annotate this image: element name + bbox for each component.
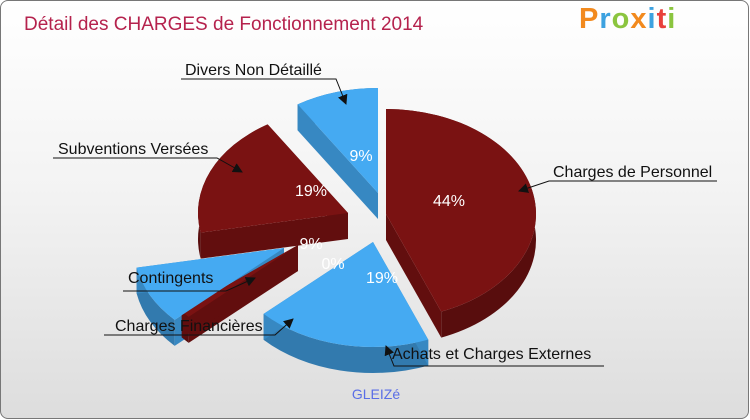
chart-title: Détail des CHARGES de Fonctionnement 201…	[24, 14, 424, 35]
slice-percent-label: 44%	[433, 193, 465, 210]
callout-line	[53, 157, 243, 173]
slice-percent-label: 19%	[366, 270, 398, 287]
commune-caption: GLEIZé	[351, 386, 401, 402]
slice-percent-label: 9%	[299, 236, 322, 253]
pie-slice-subventions-vers-es	[198, 124, 348, 233]
slice-category-label: Charges de Personnel	[553, 164, 712, 181]
pie-slice-charges-financi-res	[181, 245, 298, 317]
slice-category-label: Achats et Charges Externes	[392, 346, 591, 363]
pie-slice-achats-et-charges-externes	[263, 242, 429, 347]
slice-category-label: Divers Non Détaillé	[185, 62, 322, 79]
slice-category-label: Charges Financières	[115, 318, 263, 335]
pie-slice-charges-de-personnel	[386, 109, 537, 312]
callout-line	[384, 345, 604, 367]
pie-slice-divers-non-d-taill-	[297, 88, 378, 193]
pie-slice-contingents	[136, 248, 284, 320]
slice-category-label: Contingents	[128, 270, 213, 287]
slice-percent-label: 9%	[349, 148, 372, 165]
callout-line	[104, 318, 294, 336]
slice-percent-label: 19%	[295, 183, 327, 200]
callout-line	[518, 180, 717, 193]
proxiti-logo: Proxiti	[579, 3, 677, 35]
callout-line	[123, 277, 256, 292]
callout-line	[181, 78, 348, 105]
slice-percent-label: 0%	[321, 256, 344, 273]
slice-category-label: Subventions Versées	[58, 141, 208, 158]
